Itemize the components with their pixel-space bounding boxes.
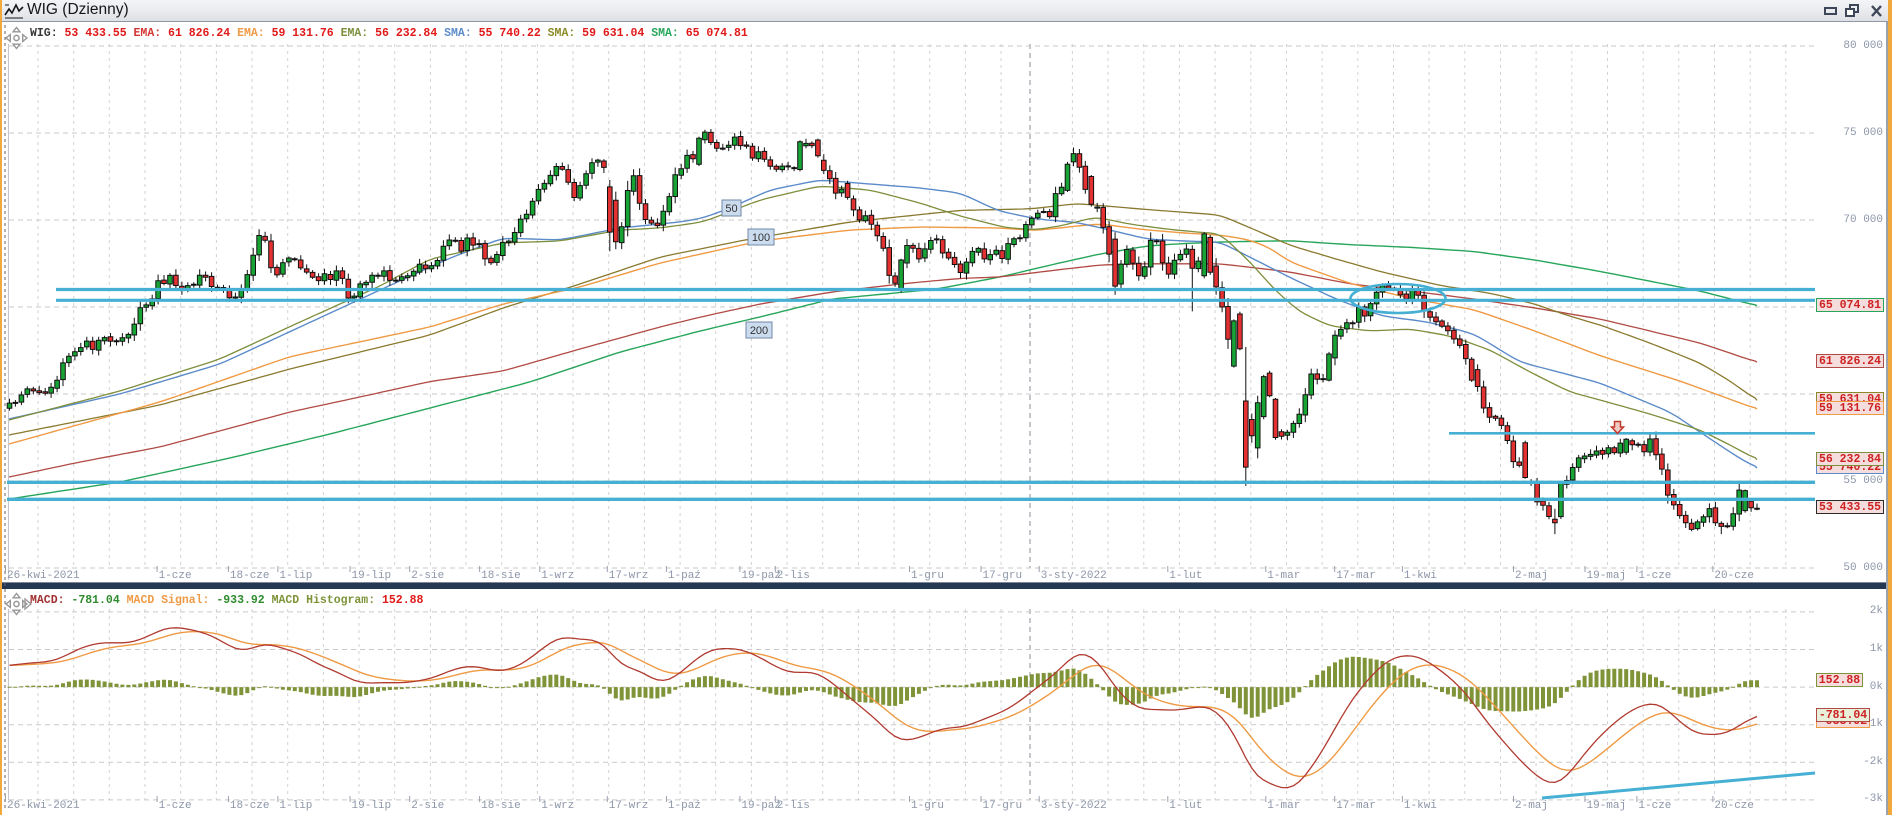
svg-text:50: 50 [725,203,737,215]
svg-text:200: 200 [750,325,768,337]
svg-text:100: 100 [752,232,770,244]
